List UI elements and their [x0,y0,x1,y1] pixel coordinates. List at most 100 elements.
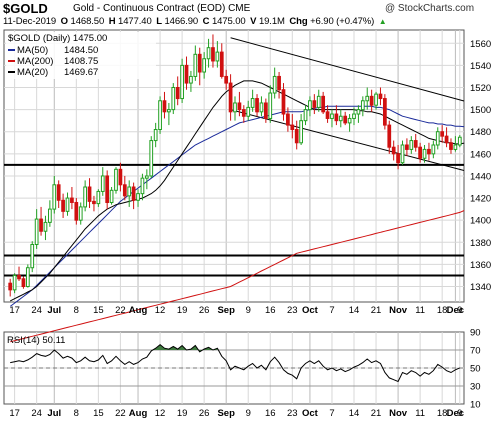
candle-body [440,131,445,137]
candle [193,45,198,81]
candle-body [365,95,370,102]
candle-body [369,95,374,106]
description-text: Gold - Continuous Contract (EOD) [73,3,226,14]
low-label: L [156,16,162,27]
rsi-x-tick-label: 26 [199,408,210,419]
brand-label: @ StockCharts.com [385,3,475,14]
candle-body [321,95,326,113]
price-x-tick-label: 15 [93,305,104,316]
candle-body [65,197,70,212]
candle [34,209,39,249]
candle [92,195,96,212]
candle-body [413,140,418,148]
price-x-tick-label: 26 [199,305,210,316]
candle [233,96,237,121]
rsi-x-tick-label: 19 [177,408,188,419]
candle [162,91,167,119]
candle-body [180,64,184,100]
rsi-x-tick-label: 14 [349,408,360,419]
candle [17,266,21,281]
candle-body [356,109,361,115]
candle [167,102,171,126]
rsi-line [10,343,460,383]
candle-body [312,100,317,108]
candle [400,140,405,165]
candle [250,89,255,112]
rsi-panel-title: RSI(14) 50.11 [7,335,65,346]
candle-body [374,93,378,106]
candle-body [92,200,96,205]
chart-header: $GOLD Gold - Continuous Contract (EOD) C… [0,0,496,30]
candle-body [153,129,158,142]
candle [360,96,365,117]
candle [444,127,449,148]
candle [338,109,343,128]
candle [281,83,286,121]
candle [299,114,303,145]
candle [369,89,374,112]
candle [449,138,453,154]
price-x-tick-label: 16 [265,305,276,316]
channel-lower-line [230,109,465,171]
price-x-tick-label: 12 [155,305,166,316]
price-x-tick-label: 14 [349,305,360,316]
candle [65,192,70,216]
candle-body [303,109,308,122]
candle [114,167,118,194]
candle [149,136,154,179]
candle-body [140,177,145,195]
high-label: H [108,16,116,27]
candle [171,83,176,115]
candle [25,264,30,288]
quote-line: 11-Dec-2019 O 1468.50 H 1477.40 L 1466.9… [3,16,389,27]
candle [343,111,348,126]
price-y-tick-label: 1460 [470,149,491,160]
candle [158,96,162,134]
legend-series-name: MA(50) [17,45,48,56]
candle [153,122,158,148]
candle-body [197,53,202,73]
candle [286,107,290,132]
candle-body [250,98,255,108]
candle-body [25,267,30,288]
candle [144,169,149,190]
legend-box [6,32,156,79]
legend-series-value: 1469.67 [64,67,98,78]
high-value: 1477.40 [118,16,152,27]
price-x-tick-label: 9 [457,305,462,316]
candle-body [308,100,312,111]
rsi-x-tick-label: 9 [246,408,251,419]
candle-body [286,113,290,126]
candle-body [158,100,162,131]
price-y-tick-label: 1480 [470,127,491,138]
candle [431,140,436,159]
candle-body [202,58,207,73]
candle [30,241,35,273]
candle-body [211,47,215,62]
legend-series-value: 1484.50 [64,45,98,56]
candle [70,187,74,210]
candle-body [61,199,65,212]
candle [206,38,211,68]
candle-body [43,221,48,232]
candle [356,105,361,123]
candle-body [87,186,92,202]
candle [211,34,215,68]
candle [87,178,92,209]
price-x-tick-label: 22 [115,305,126,316]
candle-body [449,142,453,150]
rsi-x-tick-label: 16 [265,408,276,419]
candle [457,135,462,148]
candle-body [360,100,365,111]
legend-series-name: MA(20) [17,67,48,78]
candle-body [405,144,409,150]
price-y-tick-label: 1380 [470,238,491,249]
symbol-label: $GOLD [3,1,48,16]
price-x-tick-label: 21 [371,305,382,316]
rsi-y-tick-label: 70 [470,346,481,357]
candle-body [387,124,392,148]
candle-body [52,184,57,210]
candle [105,170,110,210]
candle [136,189,140,207]
price-x-tick-label: Oct [302,305,319,316]
